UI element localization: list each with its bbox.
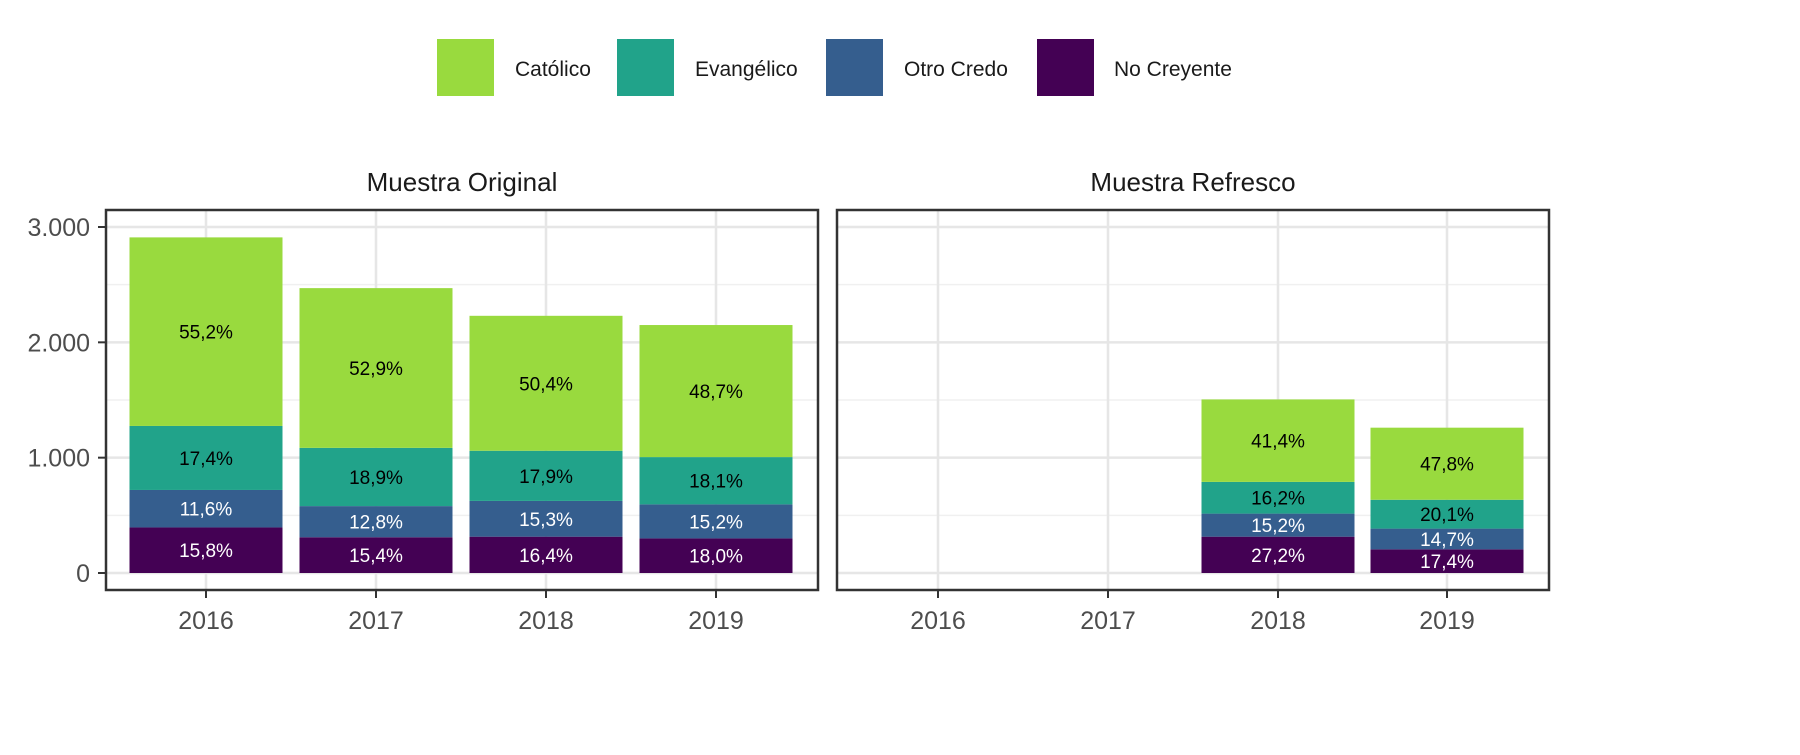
bar-segment-evangelico	[469, 450, 623, 501]
data-label-catolico: 50,4%	[519, 374, 573, 395]
data-label-otro-credo: 14,7%	[1420, 530, 1474, 551]
data-label-catolico: 52,9%	[349, 359, 403, 380]
data-label-evangelico: 17,9%	[519, 467, 573, 488]
data-label-otro-credo: 12,8%	[349, 513, 403, 534]
x-tick-label: 2019	[688, 607, 744, 635]
x-tick-label: 2018	[518, 607, 574, 635]
x-tick-label: 2017	[348, 607, 404, 635]
data-label-no-creyente: 15,8%	[179, 541, 233, 562]
panel-border	[835, 208, 1551, 592]
bar-segment-evangelico	[299, 447, 453, 507]
bar-segment-catolico	[469, 315, 623, 451]
y-tick-label: 2.000	[27, 329, 90, 357]
bar-segment-otro-credo	[299, 506, 453, 538]
data-label-catolico: 41,4%	[1251, 432, 1305, 453]
y-tick-label: 3.000	[27, 214, 90, 242]
x-tick-label: 2018	[1250, 607, 1306, 635]
data-label-no-creyente: 15,4%	[349, 546, 403, 567]
bar-segment-no-creyente	[469, 536, 623, 573]
panel-border	[104, 208, 820, 592]
bar-segment-no-creyente	[639, 538, 793, 573]
bar-segment-no-creyente	[299, 537, 453, 573]
bar-segment-catolico	[1201, 399, 1355, 482]
data-label-otro-credo: 15,3%	[519, 510, 573, 531]
data-label-no-creyente: 16,4%	[519, 546, 573, 567]
data-label-evangelico: 18,1%	[689, 472, 743, 493]
x-tick-label: 2016	[910, 607, 966, 635]
legend-key-evangelico	[617, 39, 674, 96]
data-label-evangelico: 18,9%	[349, 468, 403, 489]
legend-key-otro-credo	[826, 39, 883, 96]
data-label-no-creyente: 27,2%	[1251, 546, 1305, 567]
bar-segment-evangelico	[129, 425, 283, 490]
legend-label-otro-credo: Otro Credo	[904, 58, 1008, 81]
y-tick-label: 1.000	[27, 445, 90, 473]
bar-segment-no-creyente	[129, 527, 283, 573]
bar-segment-catolico	[639, 325, 793, 458]
data-label-no-creyente: 17,4%	[1420, 552, 1474, 573]
legend-label-evangelico: Evangélico	[695, 58, 798, 81]
data-label-catolico: 55,2%	[179, 323, 233, 344]
legend-label-catolico: Católico	[515, 58, 591, 81]
bar-segment-otro-credo	[639, 504, 793, 539]
data-label-evangelico: 16,2%	[1251, 489, 1305, 510]
bar-segment-catolico	[129, 237, 283, 426]
data-label-otro-credo: 15,2%	[689, 512, 743, 533]
data-label-catolico: 48,7%	[689, 382, 743, 403]
legend-label-no-creyente: No Creyente	[1114, 58, 1232, 81]
data-label-evangelico: 20,1%	[1420, 505, 1474, 526]
panel-title-muestra-original: Muestra Original	[367, 167, 558, 197]
legend-key-catolico	[437, 39, 494, 96]
data-label-no-creyente: 18,0%	[689, 547, 743, 568]
data-label-otro-credo: 11,6%	[180, 500, 233, 521]
bar-segment-catolico	[1370, 427, 1524, 500]
data-label-catolico: 47,8%	[1420, 455, 1474, 476]
bar-segment-otro-credo	[129, 489, 283, 528]
data-label-otro-credo: 15,2%	[1251, 516, 1305, 537]
bar-segment-otro-credo	[1370, 528, 1524, 550]
x-tick-label: 2016	[178, 607, 234, 635]
x-tick-label: 2017	[1080, 607, 1136, 635]
legend-key-no-creyente	[1037, 39, 1094, 96]
bar-segment-catolico	[299, 288, 453, 448]
bar-segment-otro-credo	[1201, 513, 1355, 537]
x-tick-label: 2019	[1419, 607, 1475, 635]
y-tick-label: 0	[76, 560, 90, 588]
bar-segment-evangelico	[1370, 499, 1524, 529]
bar-segment-no-creyente	[1370, 549, 1524, 573]
bar-segment-no-creyente	[1201, 536, 1355, 573]
bar-segment-otro-credo	[469, 500, 623, 537]
data-label-evangelico: 17,4%	[179, 449, 233, 470]
bar-segment-evangelico	[1201, 481, 1355, 514]
panel-title-muestra-refresco: Muestra Refresco	[1090, 167, 1295, 197]
bar-segment-evangelico	[639, 457, 793, 505]
